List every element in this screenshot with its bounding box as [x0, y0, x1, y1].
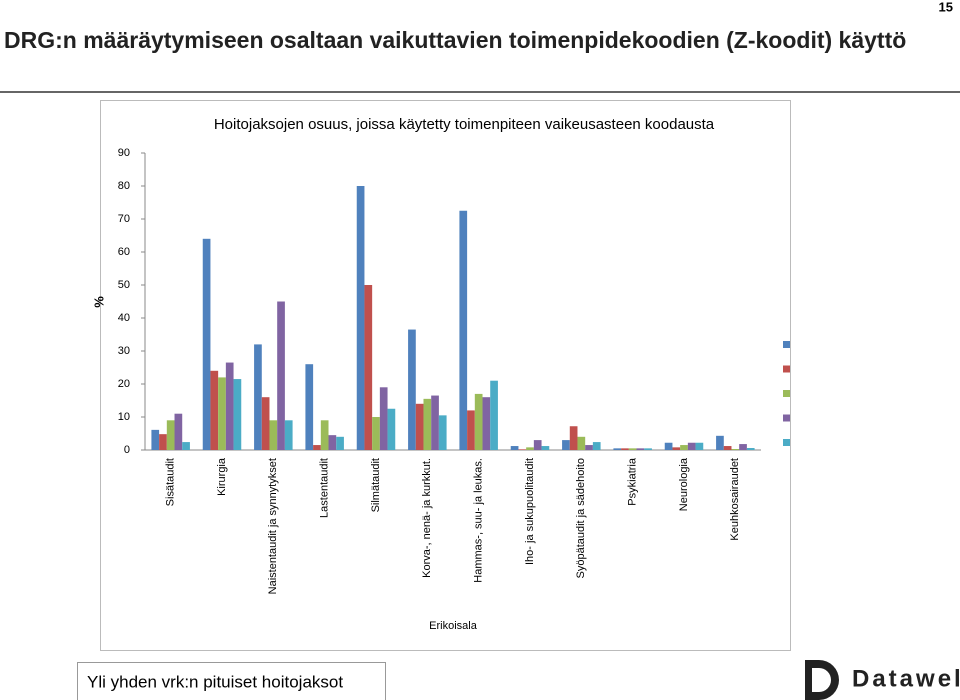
bar	[166, 420, 175, 450]
bar	[459, 210, 468, 450]
y-tick-label: 50	[118, 279, 130, 291]
bar	[225, 362, 234, 450]
bar	[467, 410, 475, 450]
bar	[431, 395, 439, 450]
y-tick-label: 10	[118, 411, 130, 423]
x-tick-label: Neurologia	[678, 457, 690, 511]
slide-title: DRG:n määräytymiseen osaltaan vaikuttavi…	[4, 27, 906, 53]
bar	[723, 446, 732, 450]
bar	[664, 442, 673, 450]
y-tick-label: 90	[118, 147, 130, 159]
bar	[474, 393, 483, 450]
bar	[277, 301, 285, 450]
x-tick-label: Iho- ja sukupuolitaudit	[524, 458, 536, 565]
x-axis-label: Erikoisala	[429, 620, 478, 632]
x-tick-label: Kirurgia	[216, 457, 228, 496]
footer-box	[77, 662, 386, 700]
bar	[541, 446, 550, 450]
legend-swatch	[783, 390, 790, 397]
x-tick-label: Silmätaudit	[370, 458, 382, 512]
bar	[305, 364, 314, 450]
bar	[680, 445, 688, 450]
logo-mark-inner	[812, 668, 831, 692]
x-tick-label: Psykiatria	[627, 457, 639, 506]
y-tick-label: 40	[118, 312, 130, 324]
bar	[261, 397, 270, 450]
x-tick-label: Keuhkosairaudet	[729, 458, 741, 541]
bar	[218, 377, 226, 450]
bar	[510, 446, 519, 450]
bar	[174, 413, 183, 450]
bar	[746, 448, 755, 450]
logo-text: Datawell	[852, 665, 960, 692]
bar	[284, 420, 293, 450]
bar	[518, 449, 527, 450]
bar	[254, 344, 262, 450]
bar	[636, 448, 645, 450]
y-tick-label: 30	[118, 345, 130, 357]
bar	[415, 403, 424, 450]
slide-number: 15	[939, 0, 953, 14]
x-tick-label: Sisätaudit	[165, 458, 177, 506]
bar	[151, 429, 160, 450]
y-tick-label: 20	[118, 378, 130, 390]
x-tick-label: Hammas-, suu- ja leukas.	[473, 458, 485, 583]
bar	[585, 445, 593, 450]
bar	[592, 442, 601, 450]
y-tick-label: 70	[118, 213, 130, 225]
bar	[577, 436, 586, 450]
bar	[695, 442, 704, 450]
bar	[372, 417, 380, 450]
chart-title: Hoitojaksojen osuus, joissa käytetty toi…	[214, 116, 715, 133]
bar	[182, 442, 190, 450]
legend-swatch	[783, 365, 790, 373]
bar	[526, 447, 534, 450]
bar	[233, 379, 242, 450]
bar	[328, 435, 337, 450]
chart-frame	[100, 100, 791, 651]
y-axis-label: %	[91, 296, 106, 308]
bar	[379, 387, 388, 450]
bar	[731, 449, 740, 450]
bar	[490, 380, 498, 450]
bar	[739, 444, 747, 450]
bar	[387, 408, 396, 450]
x-tick-label: Syöpätaudit ja sädehoito	[575, 458, 587, 578]
bar	[672, 447, 681, 450]
bar	[269, 420, 278, 450]
bar	[644, 448, 652, 450]
legend-swatch	[783, 439, 790, 446]
bar	[687, 442, 696, 450]
y-tick-label: 60	[118, 246, 130, 258]
bar	[364, 285, 373, 450]
x-tick-label: Naistentaudit ja synnytykset	[267, 458, 279, 594]
bar	[356, 186, 365, 450]
bar	[210, 370, 219, 450]
bar	[533, 440, 542, 450]
bar	[202, 238, 211, 450]
bar	[613, 448, 622, 450]
bar	[562, 440, 570, 450]
bar	[423, 398, 432, 450]
bar	[408, 329, 416, 450]
legend-swatch	[783, 414, 790, 422]
bar	[628, 448, 637, 450]
bar	[159, 434, 167, 450]
y-tick-label: 0	[124, 444, 130, 456]
footer: Yli yhden vrk:n pituiset hoitojaksot	[87, 672, 343, 691]
bar	[569, 426, 578, 450]
x-tick-label: Korva-, nenä- ja kurkkut.	[421, 458, 433, 578]
legend-swatch	[783, 341, 790, 348]
bar	[336, 436, 344, 450]
x-tick-label: Lastentaudit	[319, 458, 331, 518]
bar	[716, 435, 724, 450]
bar	[320, 420, 329, 450]
y-tick-label: 80	[118, 180, 130, 192]
bar	[482, 397, 491, 450]
logo: Datawell	[805, 660, 960, 700]
bar	[313, 445, 321, 450]
bar	[621, 448, 629, 450]
bar	[438, 415, 447, 450]
